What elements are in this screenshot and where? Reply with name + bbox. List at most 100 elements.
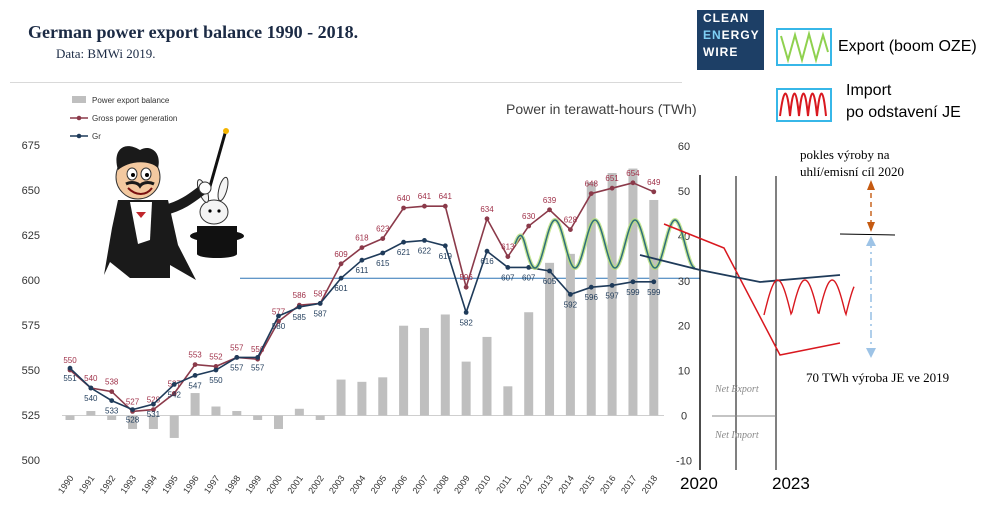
series-point-1 (338, 261, 344, 267)
bar-1998 (232, 411, 242, 416)
x-tick-label-1992: 1992 (98, 473, 118, 495)
series-point-1 (588, 191, 594, 197)
x-tick-label-1994: 1994 (139, 473, 159, 495)
x-tick-label-1990: 1990 (56, 473, 76, 495)
data-label-2: 528 (126, 416, 140, 425)
left-axis-tick-label: 650 (22, 185, 40, 197)
series-point-2 (88, 385, 94, 391)
x-tick-label-2008: 2008 (431, 473, 451, 495)
import-projection-line (663, 223, 841, 356)
bar-1992 (107, 415, 117, 420)
x-tick-label-2010: 2010 (473, 473, 493, 495)
decline-arrow-up-head (867, 180, 875, 190)
x-tick-label-2007: 2007 (410, 473, 430, 495)
data-label-2: 557 (251, 363, 265, 372)
import-wave-icon (779, 92, 827, 117)
data-label-1: 527 (126, 397, 140, 406)
x-tick-label-1993: 1993 (119, 473, 139, 495)
left-axis-tick-label: 600 (22, 275, 40, 287)
series-point-1 (484, 216, 490, 222)
year-2023-label: 2023 (772, 474, 810, 493)
data-label-1: 648 (585, 180, 599, 189)
generation-projection-line (639, 254, 841, 283)
x-tick-label-2006: 2006 (390, 473, 410, 495)
legend-entry-1: Gross power generation (92, 114, 177, 123)
left-axis-tick-label: 525 (22, 410, 40, 422)
x-tick-label-2017: 2017 (619, 473, 639, 495)
export-wave-icon (780, 30, 829, 64)
x-tick-label-2016: 2016 (598, 473, 618, 495)
series-point-2 (171, 382, 177, 387)
series-point-2 (109, 398, 115, 403)
series-point-1 (568, 227, 573, 233)
right-axis-tick-label: 10 (678, 366, 690, 378)
series-point-2 (505, 265, 511, 270)
series-point-2 (547, 268, 552, 274)
bar-1993 (128, 415, 138, 429)
bar-2008 (440, 314, 450, 416)
bar-2012 (524, 312, 534, 416)
data-label-1: 552 (209, 352, 223, 361)
data-label-1: 550 (63, 356, 77, 365)
left-axis-tick-label: 575 (22, 320, 40, 332)
x-tick-label-2002: 2002 (306, 473, 326, 495)
unit-label: Power in terawatt-hours (TWh) (506, 101, 697, 117)
series-point-2 (401, 239, 406, 245)
data-label-2: 622 (418, 246, 432, 255)
data-label-2: 599 (626, 288, 640, 297)
data-label-1: 587 (314, 289, 328, 298)
series-point-1 (630, 180, 636, 186)
series-point-2 (359, 257, 365, 263)
right-axis-tick-label: 20 (678, 321, 690, 333)
x-tick-label-2012: 2012 (515, 473, 535, 495)
legend-swatch-balance (72, 96, 86, 103)
nuclear-arrow-down-head (866, 348, 876, 358)
bar-1991 (86, 411, 96, 416)
bar-2003 (336, 379, 346, 416)
bar-2000 (274, 415, 283, 429)
bar-2017 (628, 168, 638, 416)
import-legend-label-2: po odstavení JE (846, 104, 961, 121)
data-label-1: 596 (459, 273, 473, 282)
series-point-1 (359, 245, 365, 251)
data-label-1: 528 (147, 396, 161, 405)
right-axis-tick-label: 30 (678, 276, 690, 288)
x-tick-label-1996: 1996 (181, 473, 201, 495)
left-axis-tick-label: 550 (22, 365, 40, 377)
data-label-2: 585 (293, 313, 307, 322)
x-tick-label-1995: 1995 (160, 473, 180, 495)
left-axis-tick-label: 675 (22, 140, 40, 152)
series-point-2 (380, 250, 386, 256)
bar-2018 (649, 199, 659, 416)
x-tick-label-1997: 1997 (202, 473, 222, 495)
series-point-1 (442, 203, 448, 209)
series-point-1 (609, 185, 615, 191)
series-point-2 (463, 310, 469, 315)
data-label-1: 640 (397, 194, 411, 203)
data-label-1: 641 (418, 192, 432, 201)
data-label-1: 586 (293, 291, 307, 300)
series-point-1 (276, 319, 281, 324)
data-label-1: 634 (480, 205, 494, 214)
series-point-1 (109, 389, 115, 394)
logo-line-1: CLEAN (703, 11, 750, 25)
data-label-1: 639 (543, 196, 557, 205)
data-label-2: 611 (356, 266, 369, 275)
bar-2004 (357, 381, 367, 416)
chart-subtitle: Data: BMWi 2019. (56, 46, 156, 61)
series-point-2 (609, 283, 615, 288)
legend-swatch-dot-1 (76, 115, 82, 121)
bar-1994 (148, 415, 158, 429)
series-point-2 (234, 355, 240, 360)
x-tick-label-2005: 2005 (369, 473, 389, 495)
data-label-2: 616 (480, 257, 494, 266)
data-label-2: 615 (376, 259, 390, 268)
bar-2010 (482, 336, 492, 416)
left-axis-tick-label: 500 (22, 455, 40, 467)
data-label-1: 609 (334, 250, 348, 259)
data-label-2: 557 (230, 363, 244, 372)
data-label-2: 580 (272, 322, 286, 331)
data-label-2: 601 (334, 284, 348, 293)
data-label-1: 654 (626, 169, 640, 178)
